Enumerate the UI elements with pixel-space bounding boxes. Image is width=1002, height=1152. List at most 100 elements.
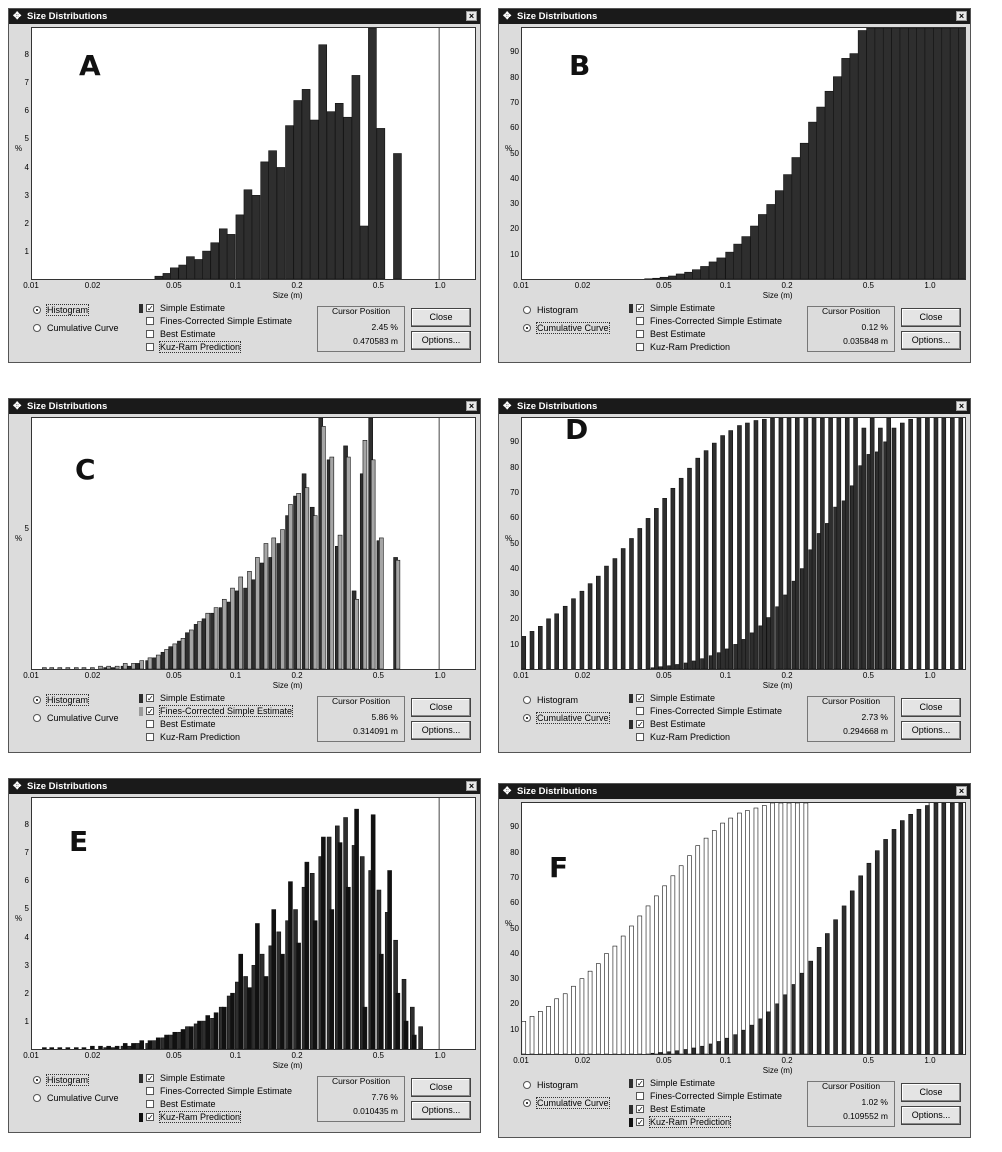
close-window-icon[interactable]: × [956, 11, 967, 21]
histogram-bar [368, 28, 377, 279]
histogram-bar [675, 1050, 680, 1054]
x-axis-label: Size (m) [762, 681, 793, 690]
histogram-bar [612, 558, 618, 669]
histogram-radio[interactable]: Histogram [523, 1080, 578, 1090]
histogram-bar [733, 644, 738, 669]
histogram-bar [716, 257, 726, 279]
close-window-icon[interactable]: × [956, 401, 967, 411]
y-tick-label: 50 [510, 538, 519, 548]
histogram-bar [172, 643, 178, 669]
estimate-checkbox[interactable]: Best Estimate [139, 329, 216, 339]
estimate-checkbox[interactable]: ✓ Kuz-Ram Prediction [629, 1116, 732, 1128]
estimate-checkbox[interactable]: ✓ Kuz-Ram Prediction [139, 1111, 242, 1123]
options-button[interactable]: Options... [411, 331, 471, 350]
close-button[interactable]: Close [901, 308, 961, 327]
estimate-checkbox[interactable]: ✓ Simple Estimate [629, 1078, 715, 1088]
x-tick-label: 0.2 [781, 671, 793, 680]
histogram-bar [131, 1043, 136, 1049]
histogram-bar [73, 1047, 79, 1049]
close-button[interactable]: Close [901, 1083, 961, 1102]
cumulative-curve-radio[interactable]: Cumulative Curve [33, 323, 119, 333]
options-button[interactable]: Options... [901, 331, 961, 350]
histogram-bar [221, 598, 227, 669]
estimate-checkbox[interactable]: Best Estimate [629, 329, 706, 339]
y-tick-label: 90 [510, 47, 519, 57]
histogram-bar [90, 1045, 95, 1049]
estimate-checkbox[interactable]: Kuz-Ram Prediction [629, 732, 730, 742]
estimate-checkbox[interactable]: Best Estimate [139, 719, 216, 729]
estimate-checkbox[interactable]: Fines-Corrected Simple Estimate [629, 706, 782, 716]
histogram-bar [950, 418, 955, 669]
histogram-bar [828, 418, 833, 669]
estimate-checkbox[interactable]: Best Estimate [139, 1099, 216, 1109]
close-button[interactable]: Close [411, 308, 471, 327]
cumulative-curve-radio[interactable]: Cumulative Curve [33, 713, 119, 723]
estimate-checkbox[interactable]: ✓ Best Estimate [629, 719, 706, 729]
estimate-checkbox[interactable]: Fines-Corrected Simple Estimate [139, 316, 292, 326]
title-bar: ✥ Size Distributions [9, 779, 480, 794]
checkbox-label: Kuz-Ram Prediction [158, 1111, 242, 1123]
estimate-checkbox[interactable]: Kuz-Ram Prediction [139, 341, 242, 353]
close-window-icon[interactable]: × [956, 786, 967, 796]
cumulative-curve-radio[interactable]: Cumulative Curve [523, 322, 610, 334]
options-button[interactable]: Options... [901, 721, 961, 740]
histogram-bar [334, 103, 344, 279]
close-window-icon[interactable]: × [466, 781, 477, 791]
histogram-plot-area[interactable] [31, 417, 476, 670]
histogram-radio[interactable]: Histogram [33, 1074, 90, 1086]
cumulative-curve-radio[interactable]: Cumulative Curve [523, 712, 610, 724]
close-window-icon[interactable]: × [466, 401, 477, 411]
options-button[interactable]: Options... [411, 721, 471, 740]
estimate-checkbox[interactable]: Kuz-Ram Prediction [139, 732, 240, 742]
y-tick-label: 4 [24, 162, 29, 172]
estimate-checkbox[interactable]: ✓ Fines-Corrected Simple Estimate [139, 705, 294, 717]
close-window-icon[interactable]: × [466, 11, 477, 21]
histogram-bar [546, 1006, 551, 1054]
histogram-radio[interactable]: Histogram [33, 694, 90, 706]
estimate-checkbox[interactable]: ✓ Simple Estimate [629, 693, 715, 703]
histogram-bar [882, 28, 892, 279]
estimate-checkbox[interactable]: Fines-Corrected Simple Estimate [629, 1091, 782, 1101]
histogram-plot-area[interactable] [31, 797, 476, 1050]
histogram-plot-area[interactable] [521, 27, 966, 280]
close-button[interactable]: Close [411, 1078, 471, 1097]
estimate-checkbox[interactable]: ✓ Simple Estimate [139, 693, 225, 703]
chart-svg [42, 418, 440, 669]
x-tick-label: 0.01 [23, 671, 39, 680]
estimate-checkbox[interactable]: ✓ Simple Estimate [629, 303, 715, 313]
histogram-plot-area[interactable] [521, 417, 966, 670]
cursor-size-value: 0.035848 m [843, 336, 888, 346]
close-button[interactable]: Close [411, 698, 471, 717]
histogram-bar [808, 960, 814, 1054]
histogram-bar [733, 1034, 738, 1054]
options-button[interactable]: Options... [901, 1106, 961, 1125]
estimate-checkbox[interactable]: Fines-Corrected Simple Estimate [139, 1086, 292, 1096]
checkbox-label: Best Estimate [650, 329, 706, 339]
histogram-plot-area[interactable] [31, 27, 476, 280]
histogram-bar [172, 1031, 178, 1049]
cumulative-radio-label: Cumulative Curve [47, 1093, 119, 1103]
x-tick-label: 0.05 [656, 281, 672, 290]
cumulative-curve-radio[interactable]: Cumulative Curve [33, 1093, 119, 1103]
histogram-bar [803, 803, 809, 1054]
x-tick-label: 0.01 [23, 1051, 39, 1060]
histogram-bar [803, 418, 809, 669]
histogram-radio[interactable]: Histogram [33, 304, 90, 316]
estimate-checkbox[interactable]: ✓ Simple Estimate [139, 303, 225, 313]
estimate-checkbox[interactable]: ✓ Simple Estimate [139, 1073, 225, 1083]
histogram-radio[interactable]: Histogram [523, 305, 578, 315]
estimate-checkbox[interactable]: ✓ Best Estimate [629, 1104, 706, 1114]
estimate-checkbox[interactable]: Kuz-Ram Prediction [629, 342, 730, 352]
histogram-radio[interactable]: Histogram [523, 695, 578, 705]
cumulative-curve-radio[interactable]: Cumulative Curve [523, 1097, 610, 1109]
estimate-checkbox[interactable]: Fines-Corrected Simple Estimate [629, 316, 782, 326]
y-tick-label: 40 [510, 563, 519, 573]
histogram-bar [226, 234, 236, 279]
options-button[interactable]: Options... [411, 1101, 471, 1120]
x-tick-label: 0.5 [862, 281, 874, 290]
histogram-bar [276, 543, 282, 669]
histogram-plot-area[interactable] [521, 802, 966, 1055]
histogram-bar [908, 28, 918, 279]
histogram-bar [941, 803, 947, 1054]
close-button[interactable]: Close [901, 698, 961, 717]
